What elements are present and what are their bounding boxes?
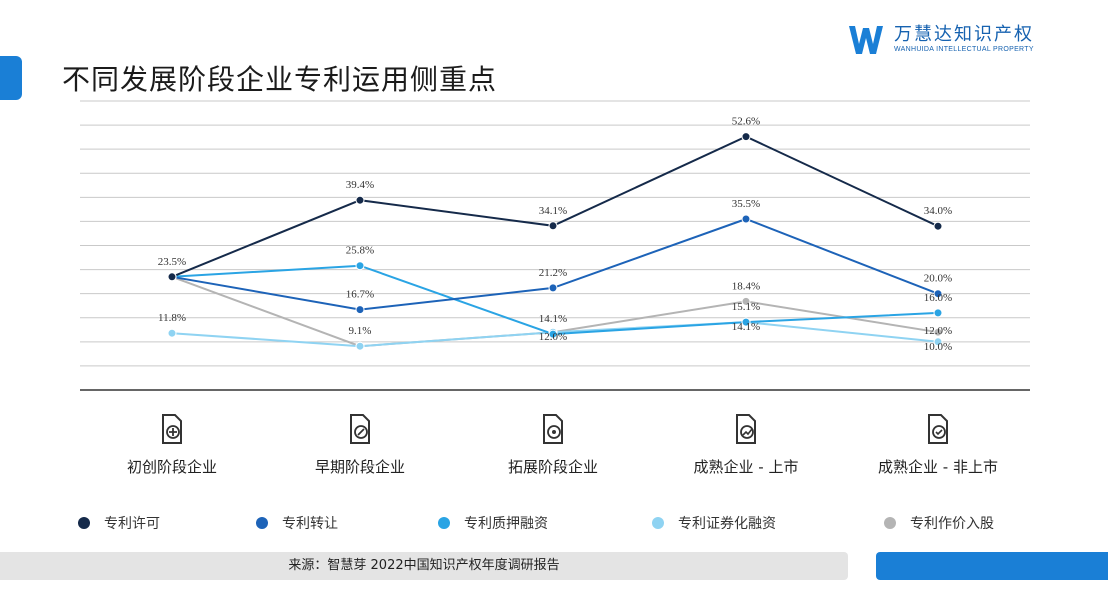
data-point [548,283,558,293]
category-label: 初创阶段企业 [126,458,217,476]
category-label: 成熟企业 - 非上市 [878,458,998,476]
document-chart-icon [736,414,756,444]
legend-swatch [884,517,896,529]
data-point [933,327,943,337]
data-point [741,296,751,306]
category-item: 初创阶段企业 [72,412,272,477]
category-item: 早期阶段企业 [260,412,460,477]
document-gear-icon [543,414,563,444]
category-label: 早期阶段企业 [314,458,405,476]
legend-swatch [78,517,90,529]
legend-label: 专利证券化融资 [678,516,776,532]
logo-subtitle: WANHUIDA INTELLECTUAL PROPERTY [894,46,1034,53]
data-point [355,261,365,271]
legend-item: 专利证券化融资 [652,510,776,536]
data-label: 16.7% [346,289,374,301]
data-label: 23.5% [158,256,186,268]
source-text: 来源：智慧芽 2022中国知识产权年度调研报告 [288,558,560,573]
data-point [933,221,943,231]
legend-item: 专利作价入股 [884,510,994,536]
legend-item: 专利转让 [256,510,338,536]
data-point [933,289,943,299]
data-label: 21.2% [539,267,567,279]
category-item: 成熟企业 - 非上市 [838,412,1038,477]
wanhuida-logo-icon [849,26,883,54]
data-label: 9.1% [349,325,372,337]
legend-label: 专利许可 [104,516,160,532]
data-point [355,305,365,315]
legend-label: 专利质押融资 [464,516,548,532]
data-label: 14.1% [539,313,567,325]
data-label: 25.8% [346,245,374,257]
source-bar [0,552,848,580]
data-label: 20.0% [924,273,952,285]
legend-item: 专利许可 [78,510,160,536]
data-label: 34.0% [924,205,952,217]
data-label: 52.6% [732,116,760,128]
data-label: 35.5% [732,198,760,210]
legend-swatch [652,517,664,529]
data-point [741,132,751,142]
data-point [355,341,365,351]
brand-logo: 万慧达知识产权 WANHUIDA INTELLECTUAL PROPERTY [846,18,1076,64]
data-point [933,337,943,347]
page-title: 不同发展阶段企业专利运用侧重点 [62,63,498,96]
data-label: 18.4% [732,280,760,292]
logo-name: 万慧达知识产权 [894,24,1034,45]
data-point [167,328,177,338]
category-label: 成熟企业 - 上市 [693,458,799,476]
document-badge-icon [928,414,948,444]
legend-swatch [438,517,450,529]
chart-legend: 专利许可 专利转让 专利质押融资 专利证券化融资 专利作价入股 [0,510,1108,536]
data-label: 34.1% [539,205,567,217]
legend-label: 专利转让 [282,516,338,532]
footer-accent-bar [876,552,1108,580]
data-label: 11.8% [158,312,186,324]
document-pencil-icon [350,414,370,444]
data-label: 16.0% [924,292,952,304]
data-point [355,195,365,205]
data-point [933,308,943,318]
data-point [548,221,558,231]
data-label: 15.1% [732,301,760,313]
data-label: 39.4% [346,179,374,191]
legend-swatch [256,517,268,529]
data-label: 12.0% [924,325,952,337]
document-plus-icon [162,414,182,444]
data-point [741,214,751,224]
category-item: 成熟企业 - 上市 [646,412,846,477]
data-point [548,329,558,339]
title-accent-bar [0,56,22,100]
data-label: 12.0% [539,331,567,343]
legend-label: 专利作价入股 [910,516,994,532]
data-point [741,317,751,327]
series-line [171,217,939,311]
category-label: 拓展阶段企业 [507,458,598,476]
data-label: 10.0% [924,341,952,353]
category-item: 拓展阶段企业 [453,412,653,477]
data-point [167,272,177,282]
legend-item: 专利质押融资 [438,510,548,536]
data-label: 14.1% [732,321,760,333]
